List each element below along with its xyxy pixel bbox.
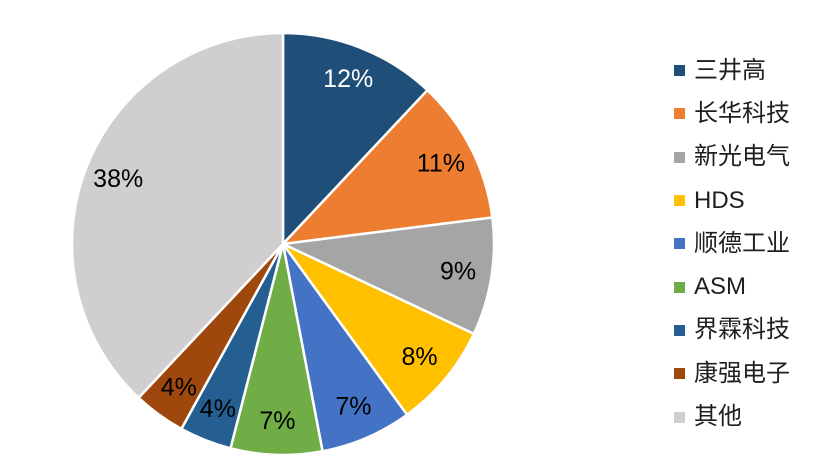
legend-label: 新光电气: [694, 143, 790, 171]
pie-data-label-4: 7%: [335, 393, 371, 421]
pie-slice-2: [281, 216, 496, 336]
legend-item-0: 三井高: [674, 49, 790, 92]
pie-data-label-5: 7%: [259, 407, 295, 435]
pie-chart: 12% 11% 9% 8% 7% 7% 4%4% 38%: [70, 31, 496, 457]
pie-slice-3: [281, 242, 476, 416]
legend-item-8: 其他: [674, 395, 790, 438]
legend-label: HDS: [694, 186, 745, 214]
pie-slice-0: [281, 31, 429, 246]
pie-slice-1: [281, 88, 494, 246]
legend-item-4: 顺德工业: [674, 222, 790, 265]
legend-label: 顺德工业: [694, 229, 790, 257]
legend-item-6: 界霖科技: [674, 309, 790, 352]
legend-swatch-icon: [674, 281, 685, 293]
legend-label: 其他: [694, 403, 742, 431]
pie-data-label-1: 11%: [417, 150, 465, 178]
legend-swatch-icon: [674, 411, 685, 423]
legend-swatch-icon: [674, 151, 685, 163]
legend-item-5: ASM: [674, 265, 790, 308]
pie-data-label-7: 4%: [161, 373, 197, 401]
legend-item-3: HDS: [674, 179, 790, 222]
chart-legend: 三井高长华科技新光电气 HDS 顺德工业 ASM 界霖科技康强电子其他: [674, 49, 790, 439]
pie-data-label-3: 8%: [402, 343, 438, 371]
legend-label: 界霖科技: [694, 316, 790, 344]
legend-swatch-icon: [674, 324, 685, 336]
legend-item-2: 新光电气: [674, 136, 790, 179]
legend-swatch-icon: [674, 108, 685, 120]
legend-label: 三井高: [694, 56, 766, 84]
pie-slice-8: [70, 31, 285, 400]
legend-item-7: 康强电子: [674, 352, 790, 395]
legend-swatch-icon: [674, 368, 685, 380]
legend-swatch-icon: [674, 195, 685, 207]
legend-swatch-icon: [674, 238, 685, 250]
pie-data-label-2: 9%: [440, 258, 476, 286]
legend-item-1: 长华科技: [674, 92, 790, 135]
pie-data-label-8: 38%: [93, 165, 143, 193]
legend-label: 长华科技: [694, 99, 790, 127]
pie-data-label-0: 12%: [323, 65, 373, 93]
legend-label: ASM: [694, 273, 747, 301]
legend-label: 康强电子: [694, 359, 790, 387]
legend-swatch-icon: [674, 65, 685, 77]
pie-data-label-6: 4%: [200, 395, 236, 423]
